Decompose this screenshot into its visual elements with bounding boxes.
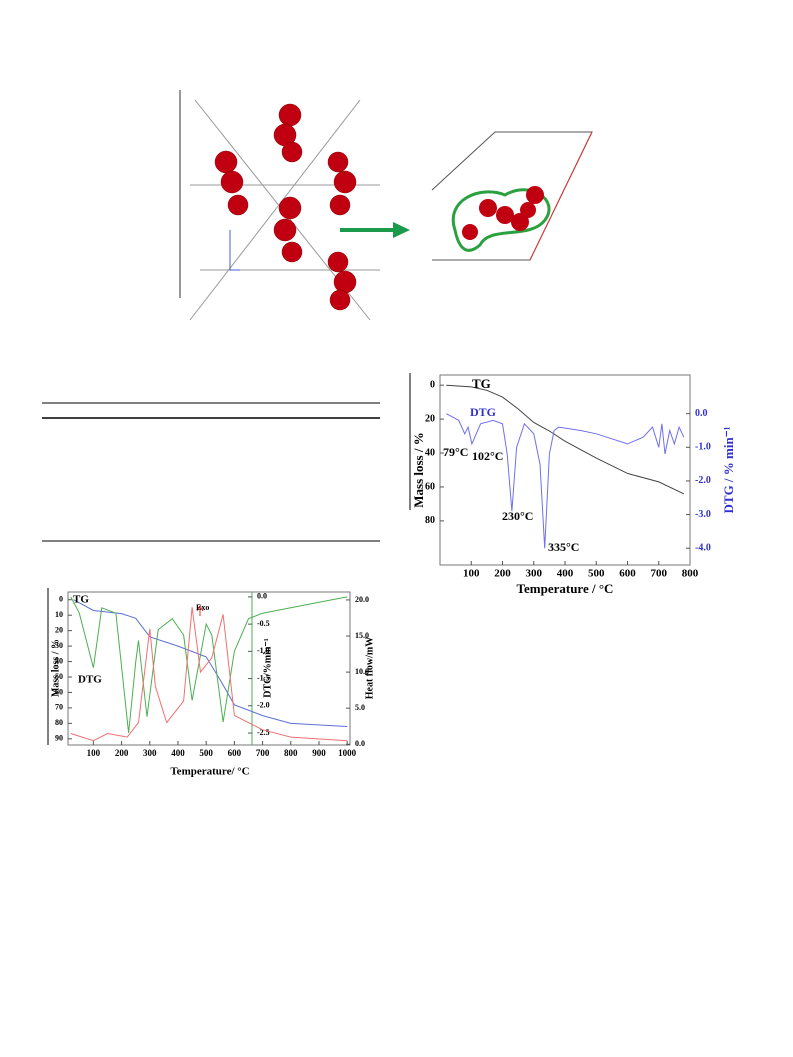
x-tick-label: 700 — [651, 568, 668, 580]
y3-tick-label: 20.0 — [355, 595, 369, 604]
y-tick-label: 70 — [55, 703, 63, 712]
y-tick-label: 80 — [55, 718, 63, 727]
y2-tick-label: -1.5 — [257, 673, 270, 682]
x-tick-label: 700 — [256, 748, 270, 758]
x-tick-label: 600 — [228, 748, 242, 758]
y2-tick-label: -1.0 — [695, 442, 711, 453]
annotation: DTG — [470, 405, 496, 419]
annotation: 79°C — [443, 445, 468, 459]
y-tick-label: 20 — [55, 625, 63, 634]
data-line — [446, 413, 685, 549]
y3-tick-label: 0.0 — [355, 739, 365, 748]
x-tick-label: 500 — [588, 568, 605, 580]
plot-frame — [439, 374, 691, 566]
y-axis-label: Mass loss / % — [50, 639, 61, 697]
annotation: 335°C — [548, 540, 579, 554]
y3-axis-label: Heat flow/mW — [364, 637, 375, 700]
annotation: Exo — [196, 603, 209, 612]
x-tick-label: 800 — [284, 748, 298, 758]
annotation: TG — [73, 594, 89, 606]
x-axis-label: Temperature / °C — [517, 581, 614, 596]
y2-tick-label: -4.0 — [695, 542, 711, 553]
y2-axis-label: DTG / % min⁻¹ — [721, 426, 736, 513]
y-tick-label: 0 — [59, 595, 63, 604]
y2-tick-label: 0.0 — [257, 592, 267, 601]
data-line — [70, 596, 348, 734]
x-tick-label: 400 — [557, 568, 574, 580]
y-tick-label: 90 — [55, 734, 63, 743]
y-tick-label: 40 — [55, 656, 63, 665]
y2-tick-label: -2.0 — [695, 475, 711, 486]
x-tick-label: 300 — [526, 568, 543, 580]
data-line — [73, 599, 348, 727]
y3-tick-label: 10.0 — [355, 667, 369, 676]
y2-tick-label: -1.0 — [257, 646, 270, 655]
x-tick-label: 400 — [171, 748, 185, 758]
x-tick-label: 900 — [312, 748, 326, 758]
y-tick-label: 80 — [425, 515, 435, 526]
x-tick-label: 200 — [494, 568, 511, 580]
x-tick-label: 1000 — [338, 748, 357, 758]
plot-frame — [67, 591, 351, 746]
y2-tick-label: -0.5 — [257, 619, 270, 628]
y-tick-label: 40 — [425, 447, 435, 458]
y-tick-label: 0 — [430, 379, 435, 390]
x-tick-label: 100 — [87, 748, 101, 758]
x-tick-label: 500 — [199, 748, 213, 758]
y2-tick-label: 0.0 — [695, 408, 708, 419]
x-tick-label: 100 — [463, 568, 480, 580]
x-tick-label: 600 — [619, 568, 636, 580]
y-tick-label: 30 — [55, 641, 63, 650]
x-axis-label: Temperature/ °C — [170, 766, 249, 778]
annotation: 230°C — [502, 509, 533, 523]
annotation: TG — [472, 376, 491, 391]
y-tick-label: 20 — [425, 413, 435, 424]
y-tick-label: 10 — [55, 610, 63, 619]
table-rules — [42, 402, 380, 542]
y-tick-label: 60 — [425, 481, 435, 492]
y2-tick-label: -2.5 — [257, 728, 270, 737]
y2-tick-label: -2.0 — [257, 701, 270, 710]
y-tick-label: 60 — [55, 687, 63, 696]
data-line — [446, 384, 685, 495]
crystal-structure — [179, 90, 593, 321]
x-tick-label: 300 — [143, 748, 157, 758]
y-axis-label: Mass loss / % — [411, 432, 426, 507]
y2-axis-label: DTG/%min⁻¹ — [262, 638, 273, 697]
data-line — [70, 607, 348, 742]
y3-tick-label: 15.0 — [355, 631, 369, 640]
x-tick-label: 800 — [682, 568, 699, 580]
y3-tick-label: 5.0 — [355, 703, 365, 712]
exo-arrow — [196, 605, 204, 616]
annotation: 102°C — [472, 449, 503, 463]
x-tick-label: 200 — [115, 748, 129, 758]
annotation: DTG — [78, 674, 102, 686]
y2-tick-label: -3.0 — [695, 509, 711, 520]
y-tick-label: 50 — [55, 672, 63, 681]
